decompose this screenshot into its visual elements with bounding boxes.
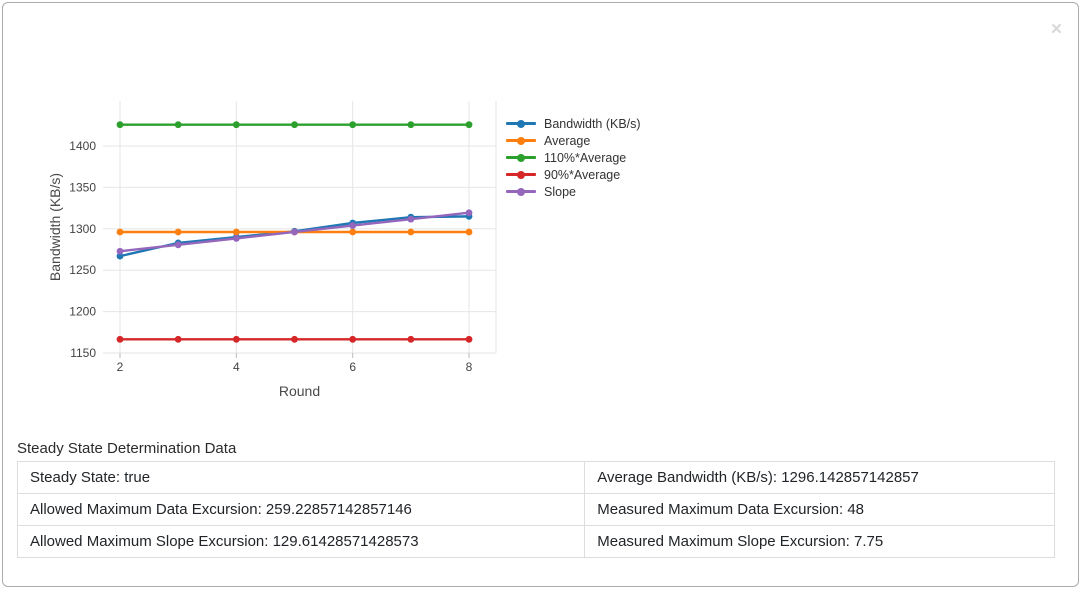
data-point — [407, 335, 415, 343]
data-point — [174, 121, 182, 129]
legend-label: Average — [544, 133, 591, 148]
steady-state-section: Steady State Determination Data Steady S… — [16, 440, 1055, 558]
data-point — [349, 335, 357, 343]
y-tick-label: 1200 — [69, 305, 96, 319]
close-icon[interactable]: × — [1050, 19, 1062, 40]
y-axis-title: Bandwidth (KB/s) — [47, 173, 63, 281]
data-point — [407, 121, 415, 129]
data-point — [291, 335, 298, 343]
legend-label: 90%*Average — [544, 167, 621, 182]
table-title: Steady State Determination Data — [17, 440, 237, 457]
legend-label: Bandwidth (KB/s) — [544, 116, 641, 131]
table-row: Steady State: true Average Bandwidth (KB… — [16, 461, 1055, 494]
data-point — [232, 228, 240, 236]
legend-label: Slope — [544, 184, 576, 199]
table-cell-allowed-data-excursion: Allowed Maximum Data Excursion: 259.2285… — [16, 493, 586, 526]
data-point — [465, 228, 473, 236]
legend-marker-icon — [506, 187, 536, 196]
y-tick-label: 1150 — [70, 346, 96, 360]
data-point — [465, 335, 473, 343]
chart-legend: Bandwidth (KB/s) Average 110%*Average 90%*A… — [506, 115, 641, 200]
x-tick-label: 4 — [233, 360, 240, 374]
legend-marker-icon — [506, 153, 536, 162]
data-point — [116, 252, 124, 260]
data-point — [291, 121, 298, 129]
data-point — [174, 228, 182, 236]
data-point — [349, 222, 357, 229]
bandwidth-chart: 1150 1200 1250 1300 1350 1400 2 4 6 8 Round Bandwid… — [3, 3, 703, 433]
legend-item[interactable]: 90%*Average — [506, 166, 641, 183]
data-point — [232, 235, 240, 242]
data-point — [465, 209, 473, 217]
series-line — [119, 215, 470, 258]
y-tick-label: 1400 — [69, 139, 96, 153]
data-point — [116, 121, 124, 129]
table-row: Allowed Maximum Slope Excursion: 129.614… — [16, 525, 1055, 558]
data-point — [174, 241, 182, 249]
legend-marker-icon — [506, 119, 536, 128]
data-point — [116, 247, 124, 255]
table-cell-measured-slope-excursion: Measured Maximum Slope Excursion: 7.75 — [584, 525, 1055, 558]
x-axis-title: Round — [279, 383, 320, 399]
legend-item[interactable]: Slope — [506, 183, 641, 200]
table-cell-allowed-slope-excursion: Allowed Maximum Slope Excursion: 129.614… — [16, 525, 586, 558]
legend-item[interactable]: Average — [506, 132, 641, 149]
data-point — [232, 121, 240, 129]
data-point — [291, 228, 298, 236]
data-point — [407, 215, 415, 223]
legend-item[interactable]: 110%*Average — [506, 149, 641, 166]
table-cell-steady-state: Steady State: true — [16, 461, 586, 494]
data-point — [116, 228, 124, 236]
x-tick-label: 2 — [117, 360, 124, 374]
y-tick-label: 1300 — [69, 222, 96, 236]
legend-item[interactable]: Bandwidth (KB/s) — [506, 115, 641, 132]
x-tick-label: 8 — [466, 360, 473, 374]
data-point — [174, 335, 182, 343]
data-point — [407, 228, 415, 236]
data-point — [116, 335, 124, 343]
data-point — [465, 121, 473, 129]
data-point — [232, 335, 240, 343]
legend-marker-icon — [506, 170, 536, 179]
data-point — [349, 228, 357, 236]
table-cell-average-bandwidth: Average Bandwidth (KB/s): 1296.142857142… — [584, 461, 1055, 494]
x-tick-label: 6 — [349, 360, 356, 374]
y-tick-label: 1250 — [69, 263, 96, 277]
legend-marker-icon — [506, 136, 536, 145]
legend-label: 110%*Average — [544, 150, 627, 165]
table-row: Allowed Maximum Data Excursion: 259.2285… — [16, 493, 1055, 526]
y-tick-label: 1350 — [69, 180, 96, 194]
chart-plot-area: 1150 1200 1250 1300 1350 1400 2 4 6 8 Round Bandwid… — [47, 101, 497, 399]
steady-state-table: Steady State: true Average Bandwidth (KB… — [16, 461, 1055, 558]
table-cell-measured-data-excursion: Measured Maximum Data Excursion: 48 — [584, 493, 1055, 526]
data-point — [349, 121, 357, 129]
